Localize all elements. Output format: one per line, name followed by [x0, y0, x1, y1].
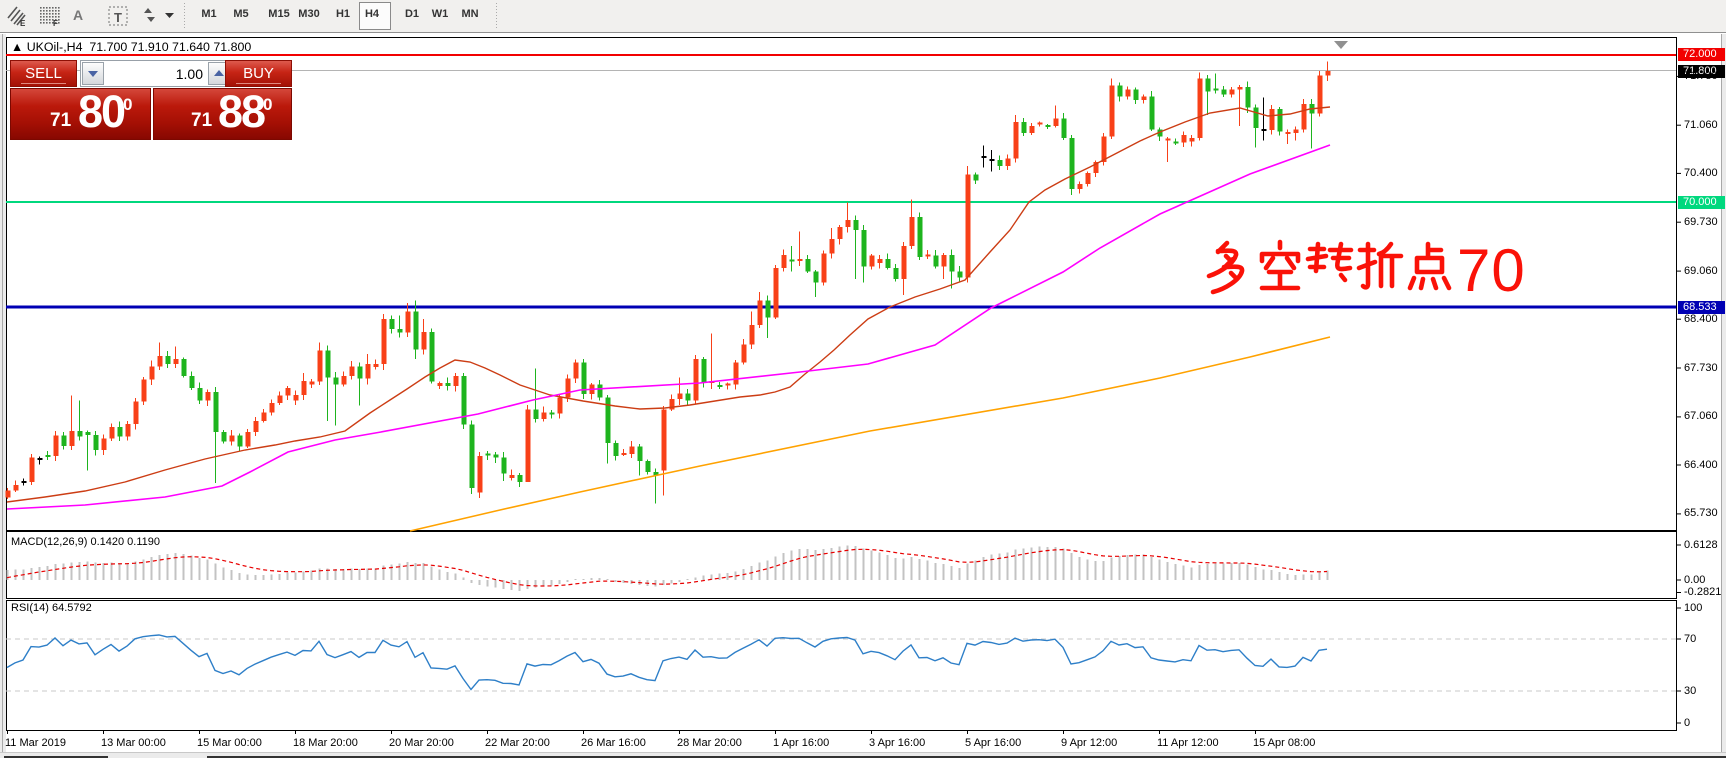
svg-text:E: E [20, 19, 26, 28]
svg-text:T: T [114, 10, 122, 25]
svg-text:F: F [53, 19, 58, 28]
